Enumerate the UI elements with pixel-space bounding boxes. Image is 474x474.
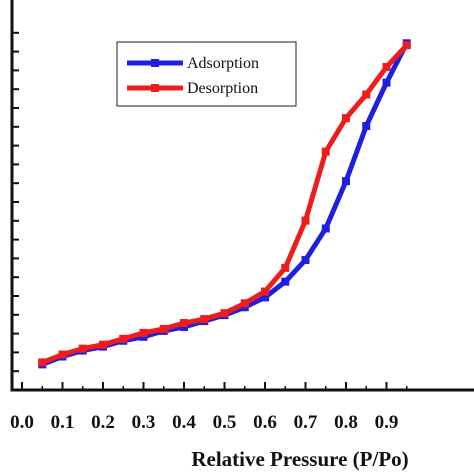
adsorption-point [321, 224, 330, 233]
x-axis-title: Relative Pressure (P/Po) [191, 447, 408, 471]
x-tick-label: 0.8 [334, 412, 358, 433]
desorption-point [342, 114, 350, 123]
desorption-point [301, 216, 310, 225]
x-tick-label: 0.1 [51, 412, 75, 433]
desorption-point [200, 315, 209, 324]
x-tick-label: 0.5 [213, 412, 237, 433]
desorption-series [38, 41, 411, 367]
legend-box [116, 41, 297, 107]
series-layer [38, 39, 411, 369]
x-tick-label: 0.6 [253, 412, 277, 433]
adsorption-point [382, 78, 391, 87]
desorption-point [402, 41, 411, 50]
x-tick-label: 0.9 [375, 412, 399, 433]
desorption-point [78, 344, 87, 353]
x-tick-label: 0.4 [172, 412, 196, 433]
adsorption-point [301, 255, 310, 264]
desorption-point [261, 287, 269, 296]
desorption-point [281, 263, 290, 272]
x-axis-ticks: 0.0 0.1 0.2 0.3 0.4 0.5 0.6 0.7 0.8 0.9 [10, 382, 408, 433]
x-tick-label: 0.0 [10, 412, 34, 433]
desorption-point [139, 328, 148, 337]
x-tick-label: 0.2 [91, 412, 115, 433]
desorption-point [382, 62, 391, 71]
adsorption-point [362, 122, 371, 131]
adsorption-point [261, 293, 269, 302]
x-tick-label: 0.7 [294, 412, 318, 433]
desorption-point [240, 299, 249, 308]
adsorption-point [342, 177, 350, 186]
y-axis-ticks [12, 31, 19, 373]
desorption-point [159, 324, 168, 333]
desorption-point [119, 334, 128, 343]
desorption-point [321, 147, 330, 156]
x-tick-label: 0.3 [132, 412, 156, 433]
desorption-point [99, 340, 107, 349]
legend-label-adsorption: Adsorption [187, 55, 259, 72]
desorption-point [180, 319, 188, 328]
plot-frame [10, 0, 474, 392]
desorption-point [362, 90, 371, 99]
legend-label-desorption: Desorption [187, 80, 258, 97]
legend: Adsorption Desorption [116, 41, 297, 107]
desorption-point [38, 358, 47, 367]
desorption-point [58, 350, 67, 359]
legend-marker-adsorption [151, 59, 159, 67]
desorption-point [220, 309, 229, 318]
adsorption-point [281, 277, 290, 286]
legend-marker-desorption [151, 84, 159, 92]
